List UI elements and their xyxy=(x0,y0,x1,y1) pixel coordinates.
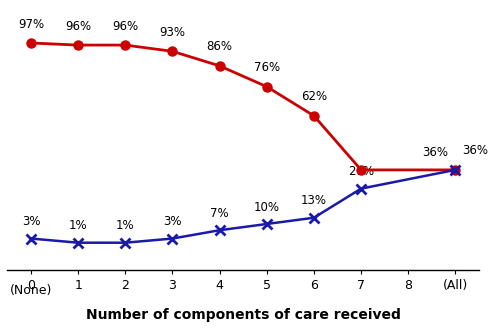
Text: 93%: 93% xyxy=(160,26,185,39)
Text: 3%: 3% xyxy=(163,215,182,228)
Text: 10%: 10% xyxy=(254,201,280,214)
Text: 27%: 27% xyxy=(348,165,374,178)
Text: 97%: 97% xyxy=(18,17,44,31)
Text: 1%: 1% xyxy=(116,219,135,232)
Text: 7%: 7% xyxy=(210,207,229,220)
Text: 36%: 36% xyxy=(462,144,489,157)
Text: 1%: 1% xyxy=(69,219,87,232)
Text: 13%: 13% xyxy=(301,195,327,207)
Text: 76%: 76% xyxy=(253,61,280,74)
Text: 96%: 96% xyxy=(65,20,91,32)
Text: 3%: 3% xyxy=(22,215,40,228)
Text: (None): (None) xyxy=(10,284,52,297)
X-axis label: Number of components of care received: Number of components of care received xyxy=(86,308,401,322)
Text: 62%: 62% xyxy=(301,90,327,103)
Text: 96%: 96% xyxy=(112,20,138,32)
Text: 86%: 86% xyxy=(207,40,233,53)
Text: 36%: 36% xyxy=(422,147,448,159)
